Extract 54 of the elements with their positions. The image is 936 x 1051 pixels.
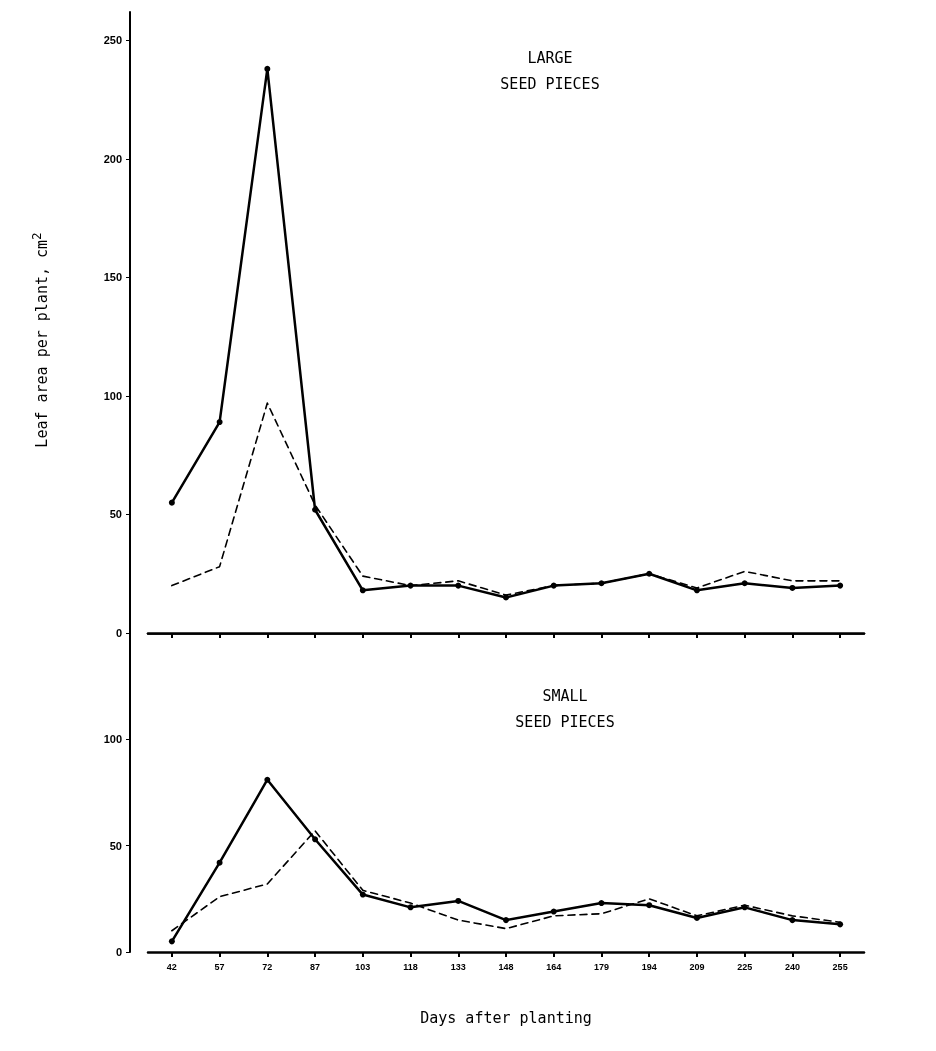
point (359, 587, 366, 594)
x-axis-title: Days after planting (420, 1008, 592, 1027)
point (407, 582, 414, 589)
point (455, 897, 462, 904)
x-tick-label: 72 (262, 961, 273, 972)
x-tick-label: 133 (450, 961, 466, 972)
point (264, 65, 271, 72)
point (503, 594, 509, 601)
y-tick-label: 100 (103, 389, 122, 402)
x-tick-label: 57 (214, 961, 225, 972)
point (741, 580, 748, 587)
point (216, 419, 223, 426)
y-tick-label: 0 (115, 946, 122, 958)
x-tick-label: 164 (546, 961, 562, 972)
y-tick-label: 100 (103, 733, 122, 746)
point (312, 836, 319, 843)
point (598, 580, 605, 587)
x-tick-label: 255 (832, 961, 848, 972)
y-tick-label: 200 (103, 152, 122, 165)
x-tick-label: 194 (641, 961, 657, 972)
point (646, 902, 653, 909)
y-tick-label: 150 (103, 271, 122, 284)
y-tick-label: 0 (115, 627, 122, 639)
x-tick-label: 209 (689, 961, 705, 972)
point (741, 904, 748, 911)
point (359, 891, 366, 898)
point (503, 917, 509, 924)
point (168, 499, 175, 506)
point (312, 506, 319, 513)
point (837, 921, 844, 928)
x-tick-label: 87 (310, 961, 321, 972)
x-tick-label: 225 (737, 961, 753, 972)
y-tick-label: 50 (109, 839, 122, 852)
point (789, 917, 796, 924)
x-tick-label: 240 (784, 961, 800, 972)
point (264, 776, 271, 783)
x-tick-label: 103 (355, 961, 371, 972)
point (598, 900, 605, 907)
point (646, 570, 653, 577)
x-tick-label: 118 (403, 961, 418, 972)
point (168, 938, 175, 945)
y-tick-label: 250 (103, 34, 122, 47)
point (837, 582, 844, 589)
point (550, 582, 557, 589)
x-tick-label: 148 (498, 961, 514, 972)
point (216, 859, 223, 866)
text: LARGE SEED PIECES (500, 49, 600, 93)
point (693, 587, 700, 594)
x-tick-label: 42 (166, 961, 177, 972)
y-tick-label: 50 (109, 508, 122, 521)
x-tick-label: 179 (593, 961, 609, 972)
text: SMALL SEED PIECES (515, 687, 615, 731)
point (789, 584, 796, 591)
point (455, 582, 462, 589)
